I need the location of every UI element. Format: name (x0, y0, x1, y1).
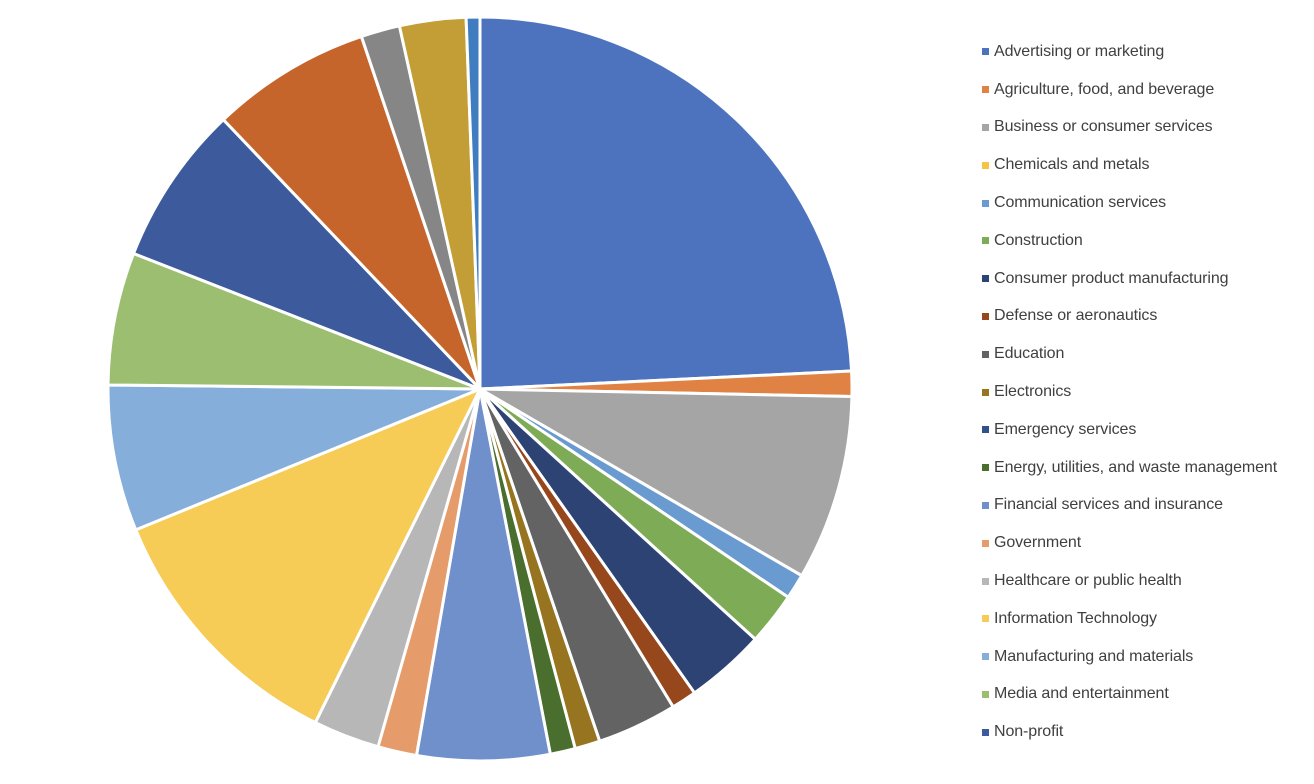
legend-item: Communication services (982, 184, 1277, 222)
legend-label: Healthcare or public health (994, 572, 1182, 590)
legend-label: Chemicals and metals (994, 156, 1150, 174)
legend-item: Electronics (982, 373, 1277, 411)
legend-item: Media and entertainment (982, 676, 1277, 714)
legend-swatch (982, 539, 989, 547)
pie-slice-18 (106, 252, 482, 391)
legend-item: Construction (982, 222, 1277, 260)
pie-slice-20 (221, 34, 482, 391)
legend-label: Government (994, 534, 1082, 552)
legend-item: Emergency services (982, 411, 1277, 449)
legend-swatch (982, 577, 989, 585)
legend-swatch (982, 86, 989, 94)
pie-slice-1 (478, 15, 854, 391)
legend-item: Government (982, 524, 1277, 562)
legend-item: Agriculture, food, and beverage (982, 71, 1277, 109)
legend-swatch (982, 48, 989, 56)
legend-label: Defense or aeronautics (994, 307, 1158, 325)
legend-item: Information Technology (982, 600, 1277, 638)
legend-item: Healthcare or public health (982, 562, 1277, 600)
legend-label: Electronics (994, 383, 1072, 401)
legend-label: Education (994, 345, 1065, 363)
legend-label: Energy, utilities, and waste management (994, 458, 1278, 476)
legend-swatch (982, 123, 989, 131)
legend-label: Information Technology (994, 609, 1157, 627)
legend-item: Chemicals and metals (982, 146, 1277, 184)
legend-item: Advertising or marketing (982, 33, 1277, 71)
legend-item: Non-profit (982, 713, 1277, 751)
legend-label: Advertising or marketing (994, 42, 1165, 60)
legend-swatch (982, 690, 989, 698)
legend-swatch (982, 275, 989, 283)
pie-slice-17 (106, 383, 482, 532)
legend-swatch (982, 501, 989, 509)
pie-slice-3 (478, 387, 854, 578)
legend-label: Agriculture, food, and beverage (994, 80, 1215, 98)
legend-swatch (982, 237, 989, 245)
legend-swatch (982, 388, 989, 396)
pie-slice-16 (134, 387, 482, 725)
legend-label: Construction (994, 231, 1083, 249)
legend-label: Communication services (994, 194, 1167, 212)
legend-item: Business or consumer services (982, 109, 1277, 147)
legend-label: Consumer product manufacturing (994, 269, 1229, 287)
legend-item: Financial services and insurance (982, 487, 1277, 525)
pie-slice-13 (414, 387, 552, 763)
legend-swatch (982, 161, 989, 169)
legend-item: Consumer product manufacturing (982, 260, 1277, 298)
legend-label: Media and entertainment (994, 685, 1169, 703)
legend-label: Manufacturing and materials (994, 647, 1194, 665)
legend-label: Non-profit (994, 723, 1064, 741)
pie-chart (106, 15, 854, 763)
legend-item: Manufacturing and materials (982, 638, 1277, 676)
legend: Advertising or marketing Agriculture, foo… (982, 33, 1277, 751)
legend-swatch (982, 350, 989, 358)
legend-swatch (982, 426, 989, 434)
legend-swatch (982, 728, 989, 736)
legend-item: Education (982, 335, 1277, 373)
legend-swatch (982, 653, 989, 661)
legend-label: Financial services and insurance (994, 496, 1223, 514)
legend-swatch (982, 464, 989, 472)
legend-label: Business or consumer services (994, 118, 1213, 136)
legend-item: Energy, utilities, and waste management (982, 449, 1277, 487)
legend-swatch (982, 312, 989, 320)
legend-swatch (982, 199, 989, 207)
legend-item: Defense or aeronautics (982, 298, 1277, 336)
legend-label: Emergency services (994, 420, 1137, 438)
pie-slice-23 (464, 15, 482, 391)
legend-swatch (982, 615, 989, 623)
pie-slice-19 (132, 118, 482, 391)
